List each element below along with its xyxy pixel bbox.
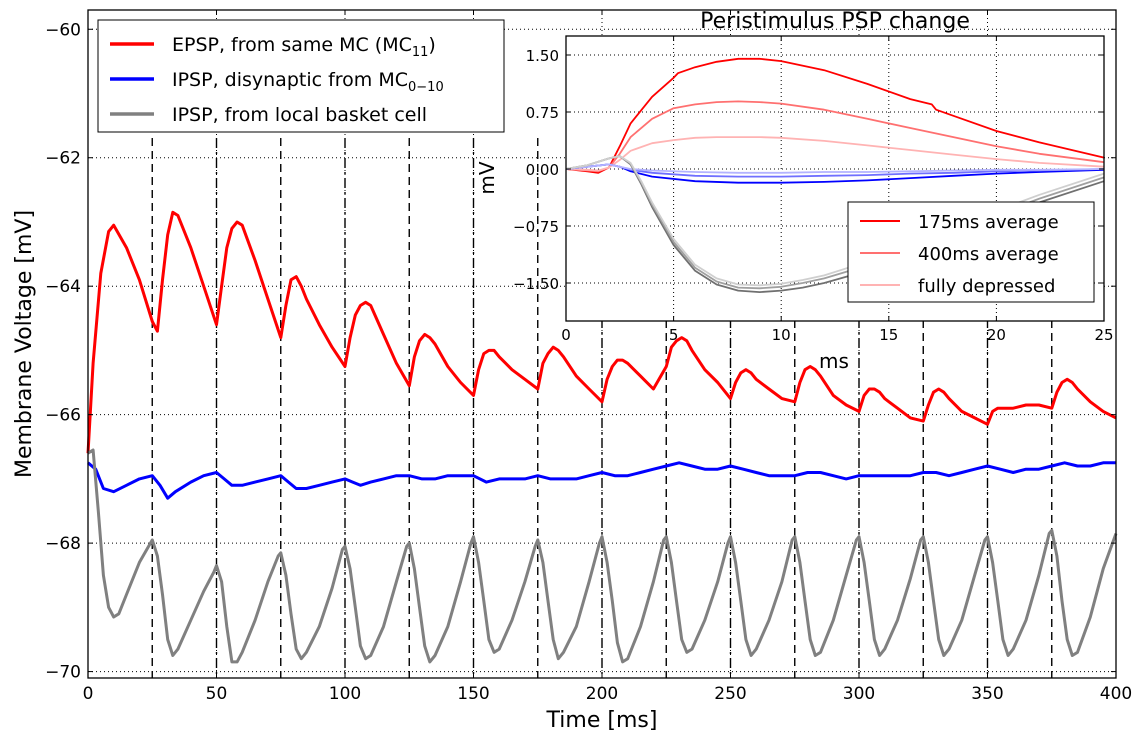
main-legend-box — [97, 19, 505, 133]
y-tick-label: −1.50 — [513, 275, 559, 293]
x-tick-label: 100 — [329, 684, 361, 704]
x-tick-label: 15 — [879, 326, 898, 344]
y-tick-label: −66 — [45, 406, 81, 426]
inset-legend: 175ms average 400ms average fully depresse… — [847, 201, 1095, 303]
main-x-axis-label: Time [ms] — [546, 708, 658, 733]
y-tick-label: −60 — [45, 20, 81, 40]
legend-label: IPSP, disynaptic from MC0−10 — [172, 69, 444, 95]
inset-y-ticks: −1.50 −0.75 0.00 0.75 1.50 — [513, 47, 1104, 293]
series-line-epsp-from-same-mc-mc-0 — [86, 210, 1117, 454]
legend-label-subscript: 0−10 — [408, 80, 444, 95]
inset-legend-label: 175ms average — [918, 212, 1059, 233]
x-tick-label: 50 — [206, 684, 228, 704]
y-tick-label: −68 — [45, 534, 81, 554]
main-series-group — [86, 210, 1118, 664]
series-line-ipsp-disynaptic-from-mc-1 — [87, 461, 1116, 500]
inset-title: Peristimulus PSP change — [700, 9, 970, 34]
x-tick-label: 0 — [561, 326, 571, 344]
inset-legend-label: fully depressed — [918, 276, 1055, 297]
legend-label-text: IPSP, from local basket cell — [172, 104, 427, 126]
stimulus-markers — [151, 138, 1053, 678]
main-legend: EPSP, from same MC (MC11) IPSP, disynapti… — [97, 19, 505, 133]
main-y-ticks: −70 −68 −66 −64 −62 −60 — [45, 20, 1116, 683]
y-tick-label: 0.75 — [526, 104, 559, 122]
main-y-axis-label: Membrane Voltage [mV] — [12, 210, 37, 478]
y-tick-label: −62 — [45, 149, 81, 169]
x-tick-label: 300 — [843, 684, 875, 704]
legend-label-suffix: ) — [428, 34, 435, 56]
x-tick-label: 250 — [714, 684, 746, 704]
legend-label-text: EPSP, from same MC (MC — [172, 34, 412, 56]
inset-x-axis-label: ms — [819, 349, 849, 373]
x-tick-label: 10 — [772, 326, 791, 344]
legend-label: EPSP, from same MC (MC11) — [172, 34, 436, 60]
y-tick-label: −70 — [45, 663, 81, 683]
x-tick-label: 400 — [1100, 684, 1132, 704]
x-tick-label: 150 — [457, 684, 489, 704]
y-tick-label: 0.00 — [526, 161, 559, 179]
legend-label: IPSP, from local basket cell — [172, 104, 427, 126]
x-tick-label: 25 — [1094, 326, 1113, 344]
inset-plot-frame — [565, 35, 1105, 322]
x-tick-label: 350 — [971, 684, 1003, 704]
inset-y-axis-label: mV — [475, 161, 499, 194]
series-line-epsp-0 — [565, 57, 1105, 174]
main-x-ticks: 0 50 100 150 200 250 300 350 400 — [83, 10, 1132, 704]
series-line-ipsp-disynaptic-5 — [565, 163, 1105, 174]
series-line-epsp-2 — [565, 136, 1105, 172]
series-line-ipsp-from-local-basket-cell-2 — [87, 448, 1118, 664]
x-tick-label: 0 — [83, 684, 94, 704]
x-tick-label: 5 — [669, 326, 679, 344]
y-tick-label: −0.75 — [513, 218, 559, 236]
inset-chart: 0 5 10 15 20 25 −1.50 −0.75 0.00 0.75 1.50 Perist… — [475, 9, 1114, 373]
x-tick-label: 200 — [586, 684, 618, 704]
legend-label-subscript: 11 — [412, 45, 429, 60]
inset-legend-label: 400ms average — [918, 244, 1059, 265]
legend-label-text: IPSP, disynaptic from MC — [172, 69, 408, 91]
x-tick-label: 20 — [987, 326, 1006, 344]
inset-x-ticks: 0 5 10 15 20 25 — [561, 36, 1114, 344]
y-tick-label: −64 — [45, 277, 81, 297]
y-tick-label: 1.50 — [526, 47, 559, 65]
